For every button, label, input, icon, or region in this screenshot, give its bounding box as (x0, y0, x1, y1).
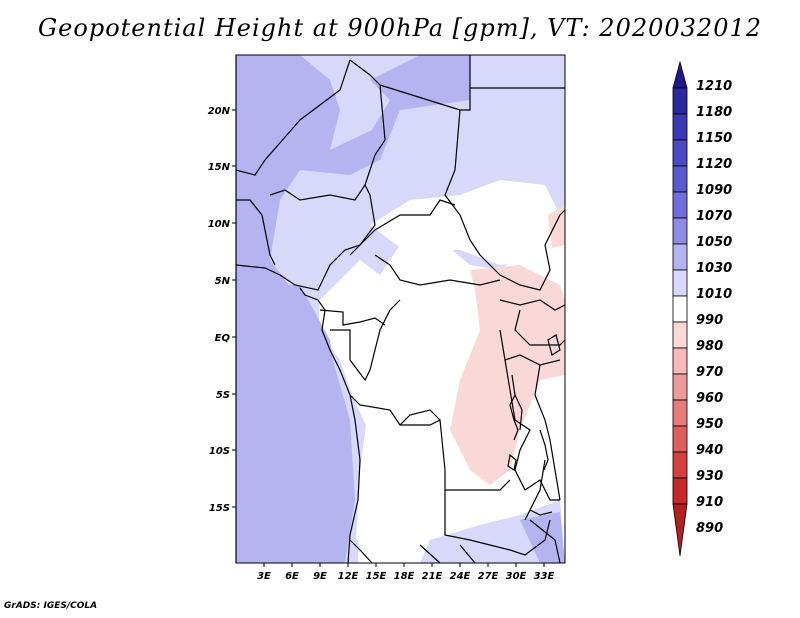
lon-label: 24E (450, 571, 471, 582)
map-panel (235, 54, 566, 564)
colorbar-segment (672, 113, 688, 141)
colorbar-segment (672, 295, 688, 323)
lon-label: 33E (534, 571, 555, 582)
lon-label: 15E (366, 571, 387, 582)
colorbar-label: 890 (696, 521, 723, 536)
colorbar-segment (672, 269, 688, 297)
lat-label: 15N (208, 162, 231, 173)
lon-label: 30E (506, 571, 527, 582)
colorbar-label: 940 (696, 443, 723, 458)
lon-label: 12E (338, 571, 359, 582)
lon-label: 9E (313, 571, 327, 582)
colorbar-label: 910 (696, 495, 723, 510)
colorbar-segment (672, 217, 688, 245)
colorbar-label: 930 (696, 469, 723, 484)
grads-credit: GrADS: IGES/COLA (4, 601, 98, 611)
colorbar-label: 1180 (696, 105, 732, 120)
lat-label: 5N (215, 276, 231, 287)
colorbar-segment (672, 191, 688, 219)
colorbar-label: 970 (696, 365, 723, 380)
colorbar-segment (672, 425, 688, 453)
colorbar-label: 1050 (696, 235, 732, 250)
colorbar-top-triangle (672, 60, 688, 89)
colorbar-label: 1070 (696, 209, 732, 224)
chart-title: Geopotential Height at 900hPa [gpm], VT:… (38, 14, 762, 42)
lon-label: 21E (422, 571, 443, 582)
lat-label: 10N (208, 219, 231, 230)
colorbar-segment (672, 165, 688, 193)
colorbar-segment (672, 243, 688, 271)
colorbar-label: 990 (696, 313, 723, 328)
colorbar-segment (672, 451, 688, 479)
lat-label: 15S (209, 503, 230, 514)
colorbar-label: 960 (696, 391, 723, 406)
colorbar-segment (672, 373, 688, 401)
colorbar-segment (672, 87, 688, 115)
colorbar-label: 1120 (696, 157, 732, 172)
colorbar-label: 980 (696, 339, 723, 354)
lat-label: EQ (215, 333, 231, 344)
lat-label: 10S (209, 446, 230, 457)
colorbar-segment (672, 139, 688, 167)
lon-label: 6E (285, 571, 299, 582)
colorbar-segment (672, 477, 688, 505)
lon-label: 27E (478, 571, 499, 582)
colorbar-segment (672, 321, 688, 349)
colorbar-segment (672, 347, 688, 375)
colorbar-label: 1150 (696, 131, 732, 146)
colorbar-label: 1010 (696, 287, 732, 302)
lon-axis: 3E 6E 9E 12E 15E 18E 21E 24E 27E 30E 33E (257, 563, 555, 582)
colorbar-label: 1210 (696, 79, 732, 94)
lat-label: 5S (216, 390, 230, 401)
colorbar-label: 950 (696, 417, 723, 432)
colorbar-label: 1030 (696, 261, 732, 276)
lat-label: 20N (208, 106, 231, 117)
colorbar-bottom-triangle (672, 503, 688, 557)
colorbar: 1210 1180 1150 1120 1090 1070 1050 1030 1010 990 9… (672, 60, 732, 557)
lon-label: 18E (394, 571, 415, 582)
lon-label: 3E (257, 571, 271, 582)
colorbar-label: 1090 (696, 183, 732, 198)
lat-axis: 20N 15N 10N 5N EQ 5S 10S 15S (208, 106, 236, 514)
colorbar-segment (672, 399, 688, 427)
